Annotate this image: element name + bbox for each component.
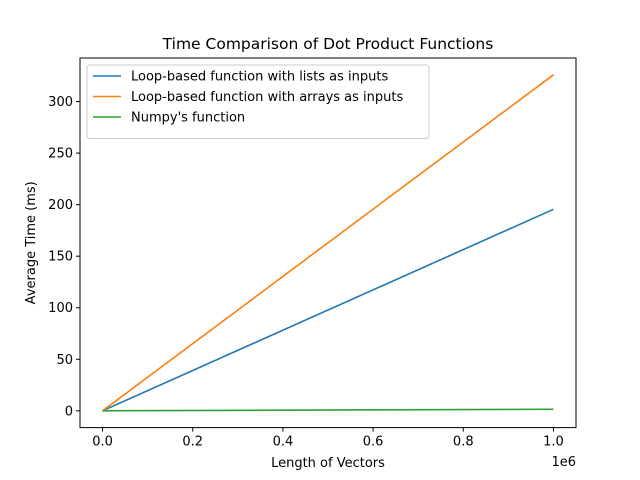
legend-label-3: Numpy's function	[131, 111, 245, 126]
y-tick-label: 300	[48, 95, 73, 110]
chart-title: Time Comparison of Dot Product Functions	[162, 35, 494, 53]
y-tick-label: 100	[48, 301, 73, 316]
x-tick-label: 0.8	[453, 435, 474, 450]
series-line-2	[102, 74, 554, 412]
legend-label-2: Loop-based function with arrays as input…	[131, 90, 403, 105]
legend: Loop-based function with lists as inputs…	[86, 64, 430, 139]
y-tick-label: 200	[48, 198, 73, 213]
x-axis: 0.0 0.2 0.4 0.6 0.8 1.0	[92, 427, 564, 450]
legend-box	[86, 64, 430, 139]
y-tick-label: 250	[48, 147, 73, 162]
x-tick-label: 0.6	[363, 435, 384, 450]
x-tick-label: 0.4	[273, 435, 294, 450]
y-tick-label: 50	[56, 353, 73, 368]
x-tick-label: 0.2	[182, 435, 203, 450]
series-layer	[102, 74, 554, 412]
y-axis-label: Average Time (ms)	[24, 181, 39, 304]
x-axis-label: Length of Vectors	[271, 456, 385, 471]
series-line-3	[102, 408, 554, 412]
series-line-1	[102, 208, 554, 412]
x-axis-scale-label: 1e6	[551, 455, 576, 470]
plot-frame	[79, 57, 577, 429]
y-axis: 0 50 100 150 200 250 300	[48, 95, 80, 419]
y-tick-label: 0	[65, 404, 73, 419]
x-tick-label: 1.0	[543, 435, 564, 450]
x-tick-label: 0.0	[92, 435, 113, 450]
y-tick-label: 150	[48, 250, 73, 265]
legend-label-1: Loop-based function with lists as inputs	[131, 70, 388, 85]
